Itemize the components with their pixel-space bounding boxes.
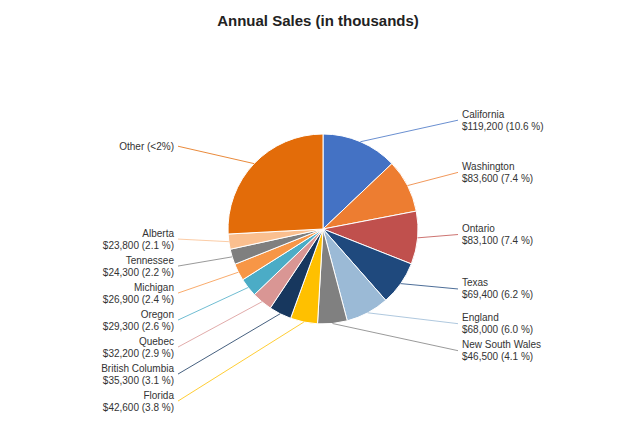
svg-text:England$68,000 (6.0 %): England$68,000 (6.0 %) [462, 312, 533, 335]
svg-text:Alberta$23,800 (2.1 %): Alberta$23,800 (2.1 %) [103, 228, 175, 251]
svg-text:Tennessee$24,300 (2.2 %): Tennessee$24,300 (2.2 %) [103, 255, 175, 278]
svg-text:Texas$69,400 (6.2 %): Texas$69,400 (6.2 %) [462, 277, 533, 300]
svg-text:New South Wales$46,500 (4.1 %): New South Wales$46,500 (4.1 %) [462, 339, 541, 362]
svg-text:Florida$42,600 (3.8 %): Florida$42,600 (3.8 %) [103, 390, 175, 413]
svg-text:California$119,200 (10.6 %): California$119,200 (10.6 %) [462, 109, 544, 132]
svg-text:Michigan$26,900 (2.4 %): Michigan$26,900 (2.4 %) [103, 282, 174, 305]
svg-text:Other (<2%): Other (<2%) [119, 141, 174, 152]
svg-text:Washington$83,600 (7.4 %): Washington$83,600 (7.4 %) [462, 161, 533, 184]
svg-text:Oregon$29,300 (2.6 %): Oregon$29,300 (2.6 %) [103, 309, 174, 332]
svg-text:Ontario$83,100 (7.4 %): Ontario$83,100 (7.4 %) [462, 223, 533, 246]
svg-text:British Columbia$35,300 (3.1 %: British Columbia$35,300 (3.1 %) [101, 363, 174, 386]
svg-text:Quebec$32,200 (2.9 %): Quebec$32,200 (2.9 %) [103, 336, 174, 359]
html-text:Annual Sales (in thousands): Annual Sales (in thousands) [217, 12, 419, 29]
